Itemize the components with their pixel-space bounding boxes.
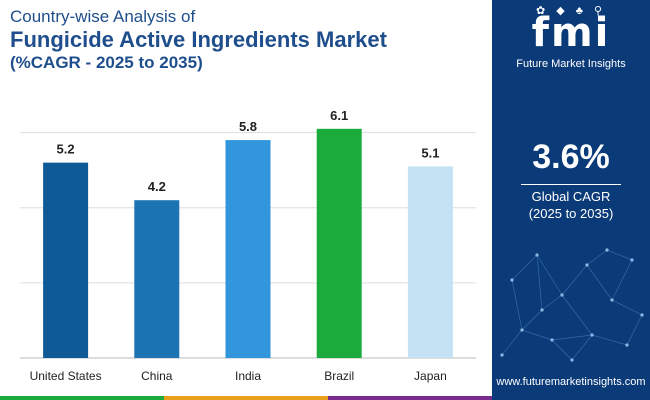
title-line-3: (%CAGR - 2025 to 2035) — [10, 53, 203, 72]
network-link-7 — [551, 334, 593, 341]
website-link[interactable]: www.futuremarketinsights.com — [496, 376, 646, 388]
network-link-15 — [551, 339, 573, 361]
network-link-9 — [541, 294, 563, 311]
bottom-stripe — [0, 396, 492, 400]
global-cagr-period: (2025 to 2035) — [528, 206, 614, 221]
network-link-18 — [536, 254, 543, 311]
network-link-10 — [521, 309, 543, 331]
data-label-0: 5.2 — [57, 142, 75, 157]
network-node-11 — [570, 358, 574, 362]
brand-name: Future Market Insights — [516, 58, 626, 70]
stripe-green — [0, 396, 164, 400]
chart-title-block: Country-wise Analysis of Fungicide Activ… — [10, 6, 387, 73]
network-node-4 — [610, 298, 614, 302]
stripe-orange — [164, 396, 328, 400]
network-link-6 — [521, 329, 553, 341]
network-link-2 — [561, 264, 588, 296]
network-node-6 — [520, 328, 524, 332]
network-link-17 — [501, 329, 523, 356]
x-tick-label-1: China — [141, 369, 173, 383]
data-label-2: 5.8 — [239, 119, 257, 134]
network-link-19 — [561, 294, 593, 336]
bar-india — [225, 140, 271, 358]
network-link-3 — [586, 264, 613, 301]
network-link-1 — [536, 254, 563, 296]
title-line-2: Fungicide Active Ingredients Market — [10, 27, 387, 52]
bar-united-states — [43, 162, 89, 358]
data-label-1: 4.2 — [148, 179, 166, 194]
x-tick-label-2: India — [235, 369, 261, 383]
logo-icons: ✿ ◆ ♣ ⚲ — [535, 5, 607, 17]
stripe-purple — [328, 396, 492, 400]
network-node-10 — [500, 353, 504, 357]
network-node-3 — [585, 263, 589, 267]
fmi-logo: fmi — [531, 10, 611, 56]
title-line-1: Country-wise Analysis of — [10, 7, 196, 26]
network-node-9 — [625, 343, 629, 347]
network-link-0 — [511, 254, 538, 281]
network-node-13 — [605, 248, 609, 252]
bar-china — [134, 200, 180, 358]
network-link-14 — [606, 249, 633, 261]
data-label-4: 5.1 — [421, 145, 439, 160]
network-node-1 — [535, 253, 539, 257]
side-panel: ✿ ◆ ♣ ⚲ fmi Future Market Insights 3.6% … — [492, 0, 650, 400]
network-link-12 — [626, 314, 643, 346]
bar-brazil — [316, 128, 362, 358]
network-node-5 — [630, 258, 634, 262]
network-node-8 — [590, 333, 594, 337]
network-link-16 — [571, 334, 593, 361]
bar-chart: 5.2 United States 4.2 China 5.8 India 6.1 Brazi… — [20, 108, 476, 383]
x-tick-label-3: Brazil — [324, 369, 354, 383]
network-link-5 — [511, 279, 523, 331]
network-node-2 — [560, 293, 564, 297]
network-node-14 — [540, 308, 544, 312]
x-tick-label-0: United States — [30, 369, 102, 383]
global-cagr-label: Global CAGR — [531, 189, 611, 204]
network-node-0 — [510, 278, 514, 282]
divider — [521, 184, 621, 185]
data-label-3: 6.1 — [330, 108, 348, 123]
bar-japan — [407, 166, 453, 358]
network-node-12 — [640, 313, 644, 317]
network-node-7 — [550, 338, 554, 342]
network-link-8 — [591, 334, 628, 346]
network-graphic — [500, 248, 644, 362]
network-link-13 — [586, 249, 608, 266]
network-link-4 — [611, 259, 633, 301]
global-cagr-value: 3.6% — [532, 138, 610, 176]
x-tick-label-4: Japan — [414, 369, 447, 383]
network-link-11 — [611, 299, 643, 316]
